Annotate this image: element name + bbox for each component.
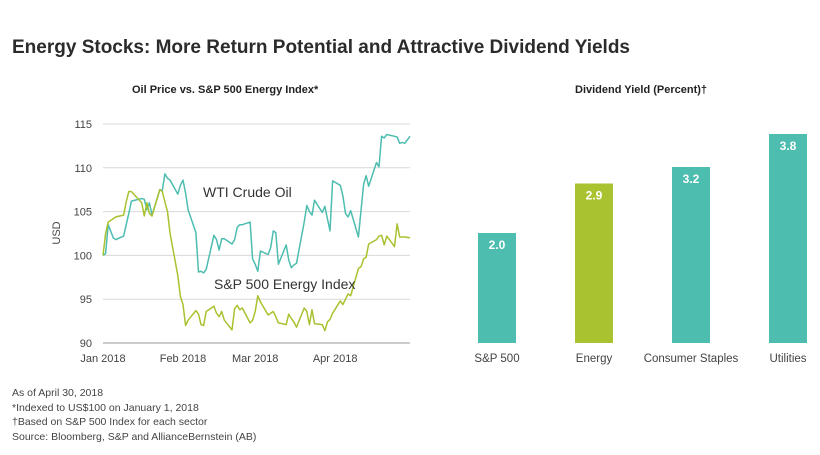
bar-category-label: Utilities [769, 353, 806, 365]
series-annotation-wti: WTI Crude Oil [203, 184, 292, 200]
line-chart-series [102, 133, 411, 332]
bar-value-label: 2.0 [489, 238, 506, 252]
line-chart-y-axis-label: USD [51, 221, 63, 244]
footnote-indexed: *Indexed to US$100 on January 1, 2018 [12, 401, 199, 414]
bar-chart-title: Dividend Yield (Percent)† [575, 84, 708, 96]
bar-value-label: 3.8 [780, 139, 797, 153]
y-tick-label: 105 [74, 207, 92, 219]
bar-category-label: S&P 500 [474, 353, 519, 365]
bar-energy [575, 183, 613, 343]
bar-value-label: 2.9 [586, 189, 603, 203]
bar-s-p-500 [478, 233, 516, 343]
y-tick-label: 90 [80, 338, 92, 350]
line-chart-title: Oil Price vs. S&P 500 Energy Index* [132, 84, 319, 96]
y-tick-label: 100 [74, 250, 92, 262]
y-tick-label: 110 [74, 163, 92, 175]
line-chart-x-ticks: Jan 2018 Feb 2018 Mar 2018 Apr 2018 [80, 353, 357, 365]
footnote-as-of: As of April 30, 2018 [12, 387, 104, 399]
y-tick-label: 115 [74, 119, 92, 131]
bar-category-label: Energy [576, 353, 613, 365]
line-chart-y-ticks: 90 95 100 105 110 115 [74, 119, 92, 350]
footnotes: As of April 30, 2018 *Indexed to US$100 … [12, 386, 256, 444]
x-tick-label: Mar 2018 [232, 353, 278, 365]
bar-value-label: 3.2 [683, 172, 700, 186]
x-tick-label: Jan 2018 [80, 353, 125, 365]
page-title: Energy Stocks: More Return Potential and… [12, 37, 630, 58]
x-tick-label: Apr 2018 [313, 353, 358, 365]
series-line-energy-index [102, 188, 411, 332]
bar-utilities [769, 134, 807, 343]
bar-consumer-staples [672, 167, 710, 343]
bar-category-label: Consumer Staples [644, 353, 739, 365]
series-annotation-energy-index: S&P 500 Energy Index [214, 276, 355, 292]
y-tick-label: 95 [80, 294, 92, 306]
x-tick-label: Feb 2018 [160, 353, 206, 365]
footnote-source: Source: Bloomberg, S&P and AllianceBerns… [12, 430, 257, 443]
footnote-based-on: †Based on S&P 500 Index for each sector [12, 416, 208, 428]
